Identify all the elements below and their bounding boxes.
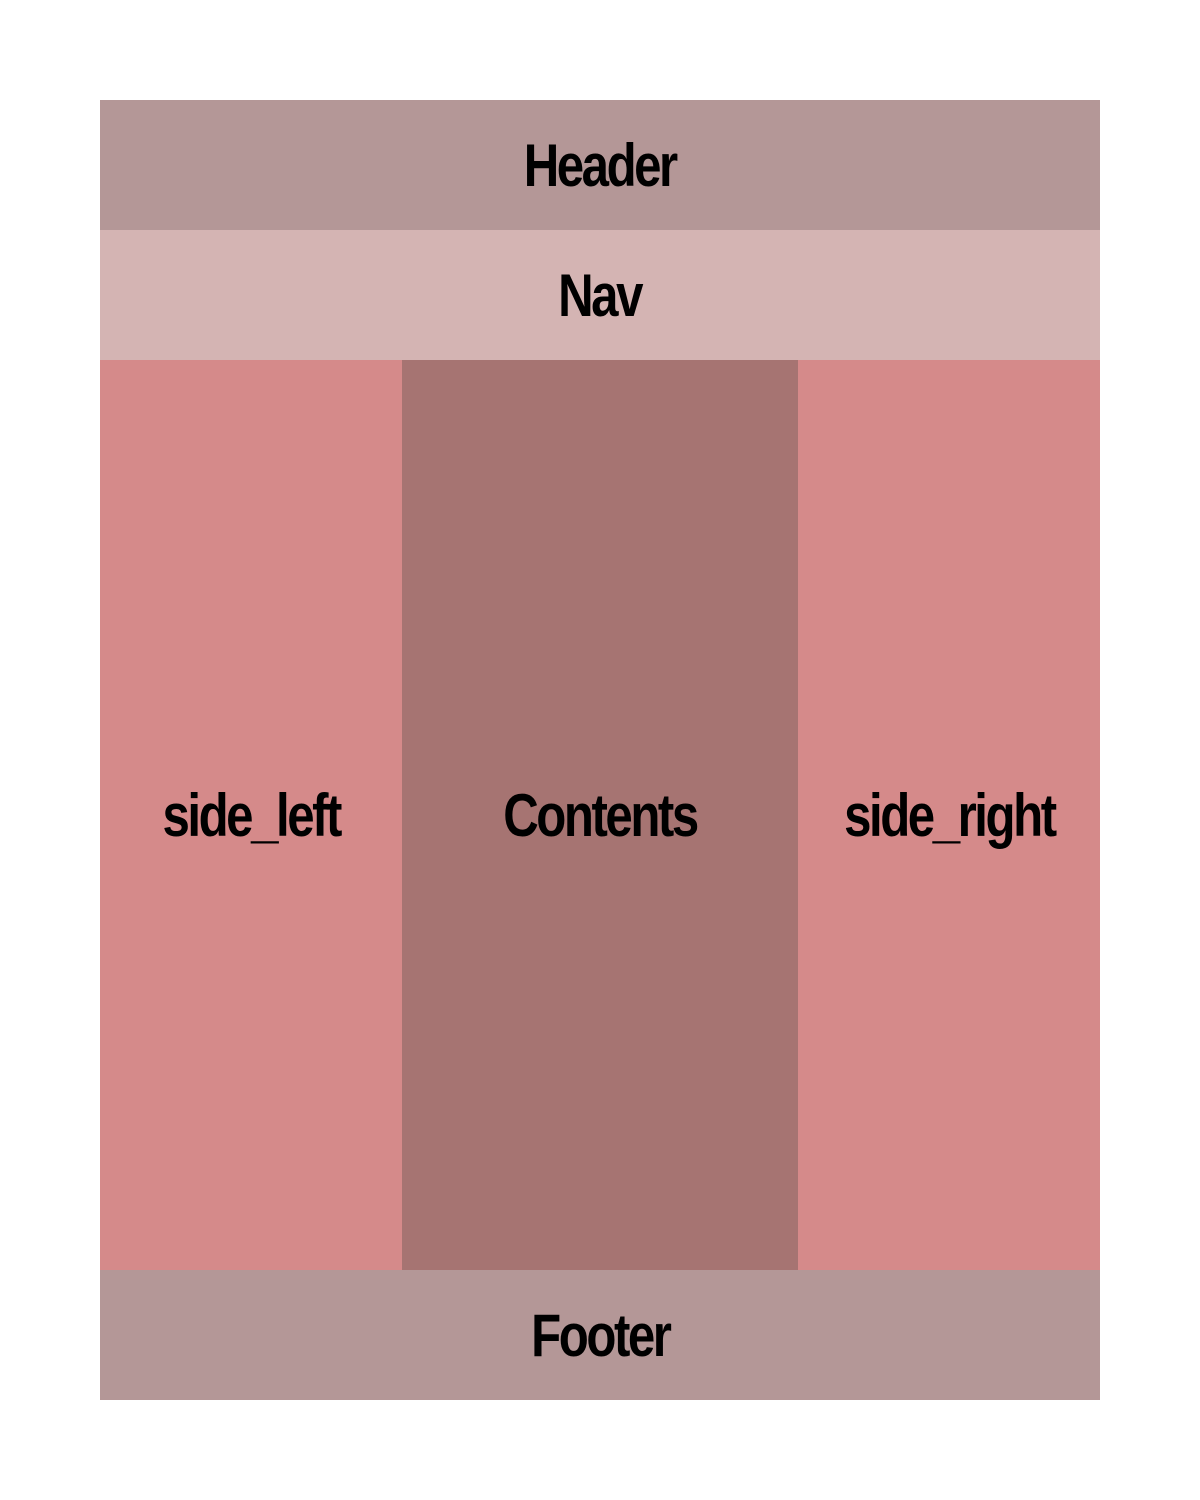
footer-block: Footer (100, 1270, 1100, 1400)
main-row: side_left Contents side_right (100, 360, 1100, 1270)
header-block: Header (100, 100, 1100, 230)
nav-block: Nav (100, 230, 1100, 360)
contents-label: Contents (503, 781, 697, 850)
side-left-block: side_left (100, 360, 402, 1270)
side-right-block: side_right (798, 360, 1100, 1270)
page-layout-diagram: Header Nav side_left Contents side_right… (100, 100, 1100, 1400)
header-label: Header (524, 131, 676, 200)
footer-label: Footer (531, 1301, 669, 1370)
side-right-label: side_right (844, 781, 1055, 850)
nav-label: Nav (559, 261, 642, 330)
side-left-label: side_left (162, 781, 339, 850)
contents-block: Contents (402, 360, 798, 1270)
